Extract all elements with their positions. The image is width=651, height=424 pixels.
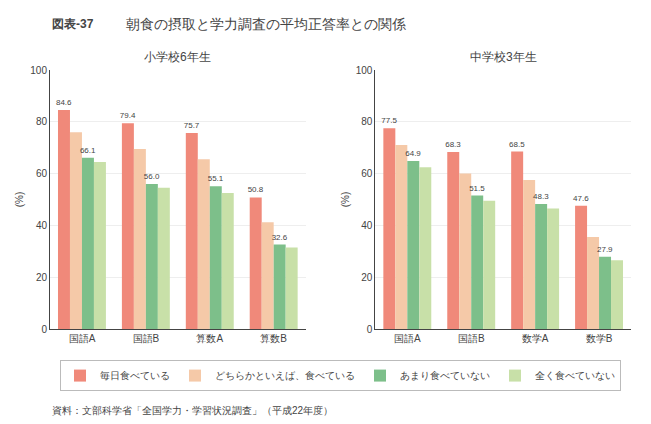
svg-text:数学A: 数学A <box>522 333 549 344</box>
svg-text:60: 60 <box>361 168 373 179</box>
svg-text:毎日食べている: 毎日食べている <box>100 370 170 381</box>
svg-text:80: 80 <box>361 116 373 127</box>
svg-text:40: 40 <box>36 220 48 231</box>
svg-text:全く食べていない: 全く食べていない <box>535 370 615 381</box>
svg-text:国語B: 国語B <box>458 333 485 344</box>
svg-text:68.5: 68.5 <box>509 140 525 149</box>
svg-text:算数B: 算数B <box>260 333 287 344</box>
svg-text:84.6: 84.6 <box>56 98 72 107</box>
svg-text:国語A: 国語A <box>69 333 96 344</box>
svg-text:56.0: 56.0 <box>144 172 160 181</box>
svg-text:図表-37: 図表-37 <box>52 17 94 31</box>
svg-text:50.8: 50.8 <box>248 185 264 194</box>
svg-text:どちらかといえば、食べている: どちらかといえば、食べている <box>215 370 355 381</box>
svg-text:48.3: 48.3 <box>533 192 549 201</box>
svg-text:77.5: 77.5 <box>381 116 397 125</box>
svg-text:中学校3年生: 中学校3年生 <box>470 50 537 64</box>
svg-text:国語A: 国語A <box>394 333 421 344</box>
svg-text:(%): (%) <box>340 192 351 208</box>
svg-text:国語B: 国語B <box>133 333 160 344</box>
svg-text:64.9: 64.9 <box>405 149 421 158</box>
svg-text:朝食の摂取と学力調査の平均正答率との関係: 朝食の摂取と学力調査の平均正答率との関係 <box>126 16 406 32</box>
svg-text:27.9: 27.9 <box>597 245 613 254</box>
svg-text:20: 20 <box>361 272 373 283</box>
svg-text:20: 20 <box>36 272 48 283</box>
svg-text:75.7: 75.7 <box>184 121 200 130</box>
svg-text:80: 80 <box>36 116 48 127</box>
svg-text:0: 0 <box>367 324 373 335</box>
svg-text:数学B: 数学B <box>586 333 613 344</box>
svg-text:あまり食べていない: あまり食べていない <box>400 370 490 381</box>
svg-text:0: 0 <box>41 324 47 335</box>
svg-text:40: 40 <box>361 220 373 231</box>
svg-text:79.4: 79.4 <box>120 111 136 120</box>
svg-text:小学校6年生: 小学校6年生 <box>144 50 211 64</box>
svg-text:32.6: 32.6 <box>272 233 288 242</box>
svg-text:68.3: 68.3 <box>445 140 461 149</box>
svg-text:66.1: 66.1 <box>80 146 96 155</box>
svg-text:51.5: 51.5 <box>469 184 485 193</box>
svg-text:55.1: 55.1 <box>208 174 224 183</box>
svg-text:100: 100 <box>30 65 47 76</box>
svg-text:60: 60 <box>36 168 48 179</box>
svg-text:(%): (%) <box>14 192 25 208</box>
svg-text:算数A: 算数A <box>196 333 223 344</box>
svg-text:100: 100 <box>356 65 373 76</box>
svg-text:資料：文部科学省「全国学力・学習状況調査」（平成22年度）: 資料：文部科学省「全国学力・学習状況調査」（平成22年度） <box>52 405 333 416</box>
svg-text:47.6: 47.6 <box>573 194 589 203</box>
